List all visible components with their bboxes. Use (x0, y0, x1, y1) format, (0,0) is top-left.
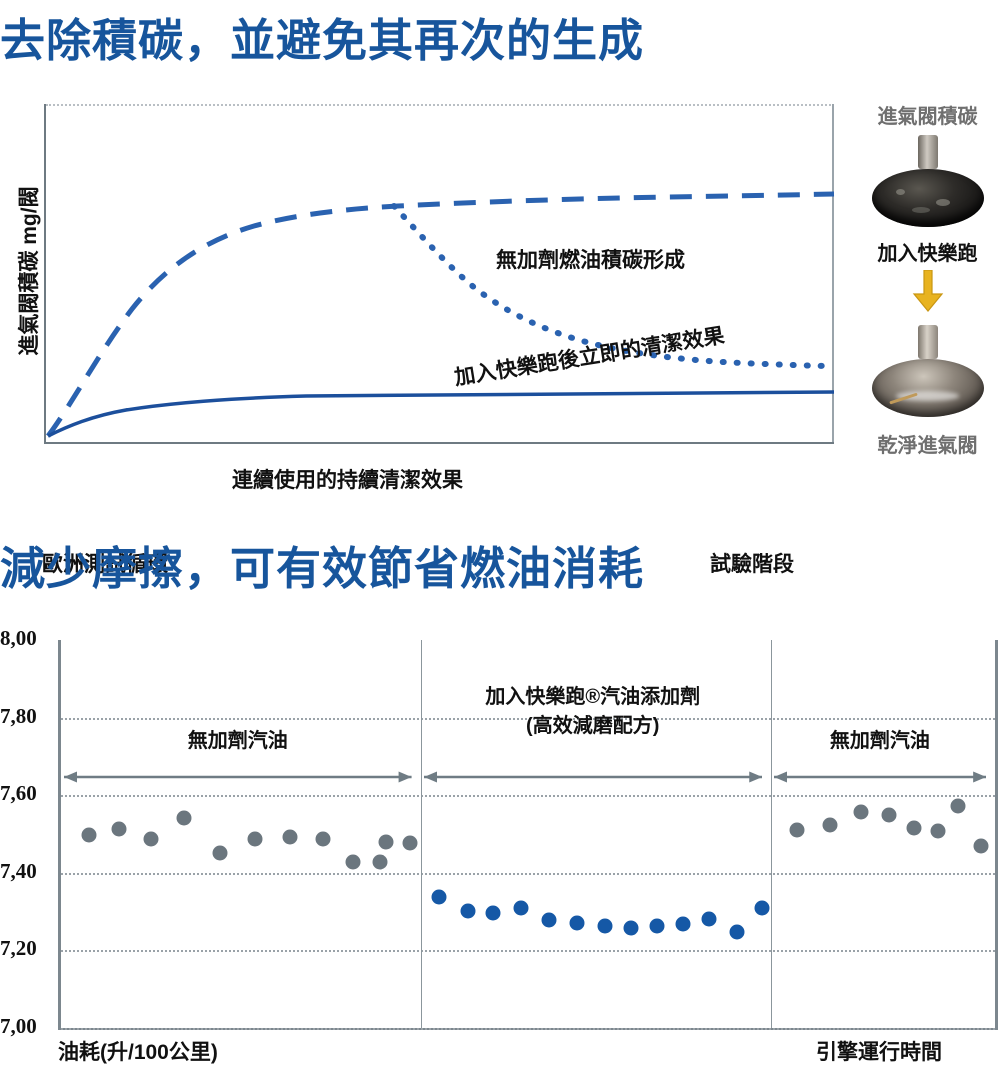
deposit-chart-y-axis-label: 進氣閥積碳 mg/閥 (18, 186, 41, 356)
arrow-down-icon (912, 269, 943, 312)
fuel-chart-segment-label: 無加劑汽油 (829, 730, 930, 752)
fuel-chart-data-point (822, 817, 838, 833)
deposit-chart-x-axis-right-label: 試驗階段 (710, 553, 794, 576)
fuel-chart-data-point (485, 905, 501, 921)
fuel-chart-data-point (789, 822, 805, 838)
fuel-chart-x-axis-right-label: 引擎運行時間 (816, 1041, 942, 1064)
deposit-chart-plot-area (44, 104, 836, 444)
fuel-chart-y-tick: 7,60 (0, 781, 37, 806)
fuel-chart-data-point (460, 903, 476, 919)
fuel-chart-x-axis-left-label: 油耗(升/100公里) (58, 1041, 218, 1064)
fuel-chart-y-tick: 7,80 (0, 703, 37, 728)
clean-valve-image (869, 325, 987, 417)
fuel-chart-plot-area (58, 640, 998, 1030)
fuel-chart-data-point (402, 835, 418, 851)
deposit-chart-right-axis (832, 104, 834, 442)
series-no-additive-dashed (46, 191, 835, 438)
fuel-chart-y-tick: 7,00 (0, 1014, 37, 1038)
fuel-chart-data-point (378, 834, 394, 850)
page-title-section-1: 去除積碳，並避免其再次的生成 (0, 15, 645, 66)
fuel-chart-data-point (111, 821, 127, 837)
annotation-no-additive: 無加劑燃油積碳形成 (496, 249, 685, 272)
fuel-chart-data-point (513, 900, 529, 916)
fuel-chart-data-point (282, 829, 298, 845)
fuel-chart-data-point (906, 820, 922, 836)
fuel-chart-segment-label: 加入快樂跑®汽油添加劑 (高效減磨配方) (485, 686, 701, 737)
fuel-chart-segment-divider (420, 640, 422, 1028)
deposit-formation-chart: 進氣閥積碳 mg/閥 無加劑燃油積碳形成 加入快樂跑後立即的清潔效果 連續使用的… (0, 96, 845, 576)
fuel-chart-gridline (61, 872, 995, 875)
fuel-chart-data-point (431, 889, 447, 905)
fuel-chart-gridline (61, 950, 995, 953)
fuel-chart-data-point (649, 918, 665, 934)
deposit-chart-x-axis-left-label: 歐洲測試循環 (42, 553, 168, 576)
fuel-chart-data-point (853, 804, 869, 820)
fuel-chart-data-point (701, 911, 717, 927)
fuel-chart-segment-divider (770, 640, 772, 1028)
fuel-chart-data-point (176, 810, 192, 826)
valve-head (871, 359, 984, 417)
valve-comparison-panel: 進氣閥積碳 加入快樂跑 乾淨進氣閥 (855, 100, 1000, 500)
fuel-chart-gridline (61, 717, 995, 720)
fuel-chart-gridline (61, 1028, 995, 1030)
fuel-chart-data-point (754, 900, 769, 916)
fuel-chart-data-point (81, 827, 97, 843)
fuel-chart-data-point (541, 912, 557, 928)
fuel-chart-data-point (973, 838, 989, 854)
fuel-chart-data-point (345, 854, 361, 870)
fuel-chart-data-point (597, 918, 613, 934)
valve-clean-caption: 乾淨進氣閥 (877, 435, 978, 457)
deposit-chart-top-gridline (46, 104, 834, 106)
valve-stem (917, 135, 938, 169)
series-continuous-clean-solid (47, 390, 835, 438)
fuel-chart-data-point (623, 920, 639, 936)
valve-head (871, 169, 984, 227)
valve-dirty-caption: 進氣閥積碳 (877, 106, 978, 128)
page-title-section-2: 減少摩擦，可有效節省燃油消耗 (0, 543, 645, 594)
valve-stem (917, 325, 938, 359)
fuel-chart-segment-range-arrow (64, 771, 412, 783)
fuel-chart-data-point (247, 831, 263, 847)
fuel-chart-data-point (881, 807, 897, 823)
fuel-chart-data-point (675, 916, 691, 932)
valve-add-product-caption: 加入快樂跑 (877, 243, 978, 265)
fuel-chart-data-point (315, 831, 331, 847)
fuel-chart-segment-label: 無加劑汽油 (187, 730, 288, 752)
fuel-chart-segment-range-arrow (423, 771, 762, 783)
fuel-chart-y-tick: 8,00 (0, 626, 37, 650)
fuel-consumption-chart: 8,00 7,80 7,60 7,40 7,20 7,00 油耗(升/100公里) 引擎運… (0, 626, 1000, 1074)
fuel-chart-y-tick: 7,40 (0, 858, 37, 883)
fuel-chart-gridline (61, 795, 995, 798)
annotation-continuous-clean: 連續使用的持續清潔效果 (232, 469, 463, 492)
dirty-valve-image (869, 135, 987, 227)
fuel-chart-y-tick: 7,20 (0, 936, 37, 961)
fuel-chart-data-point (569, 915, 585, 931)
fuel-chart-data-point (372, 854, 388, 870)
fuel-chart-data-point (212, 845, 228, 861)
deposit-chart-series-svg (46, 191, 836, 438)
fuel-chart-data-point (950, 798, 966, 814)
fuel-chart-data-point (729, 924, 745, 940)
fuel-chart-data-point (143, 831, 159, 847)
fuel-chart-data-point (930, 823, 946, 839)
fuel-chart-segment-range-arrow (773, 771, 986, 783)
